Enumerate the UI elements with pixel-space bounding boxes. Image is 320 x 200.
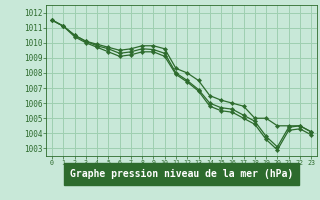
X-axis label: Graphe pression niveau de la mer (hPa): Graphe pression niveau de la mer (hPa) [70,169,293,179]
